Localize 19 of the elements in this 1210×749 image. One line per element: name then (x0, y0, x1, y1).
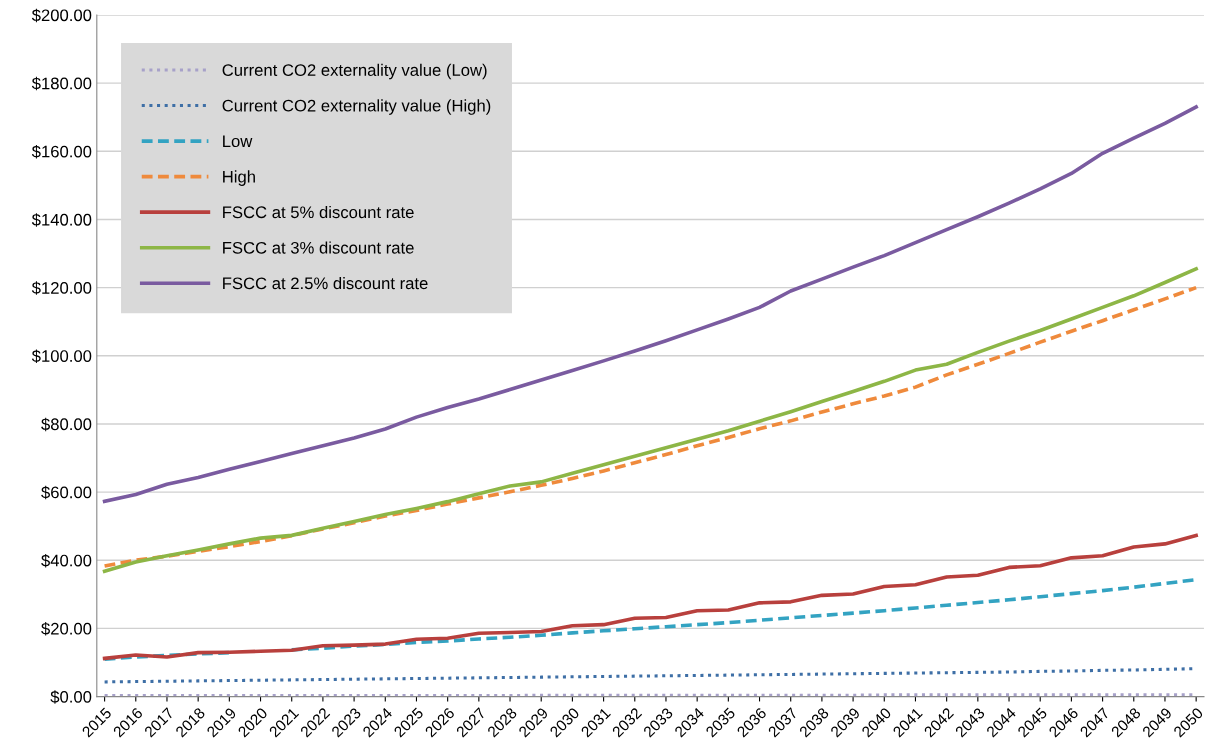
legend-label: FSCC at 2.5% discount rate (223, 276, 428, 290)
y-tick-label: $180.00 (31, 76, 92, 91)
legend-label: FSCC at 5% discount rate (223, 205, 414, 219)
y-tick-label: $200.00 (31, 8, 92, 23)
y-tick-label: $120.00 (31, 281, 92, 295)
legend-label: Current CO2 externality value (High) (222, 99, 491, 115)
legend-label: FSCC at 3% discount rate (223, 241, 414, 254)
legend-label: Low (223, 135, 253, 148)
legend-label: High (223, 170, 255, 186)
y-tick-label: $80.00 (41, 417, 92, 432)
line-series (102, 533, 1198, 661)
y-tick-label: $160.00 (31, 145, 92, 159)
y-tick-label: $40.00 (41, 553, 92, 568)
y-tick-label: $60.00 (41, 485, 92, 500)
y-tick-label: $100.00 (31, 349, 92, 363)
y-tick-label: $140.00 (31, 213, 92, 227)
legend-label: Current CO2 externality value (Low) (222, 63, 487, 80)
y-tick-label: $20.00 (41, 622, 92, 636)
y-tick-label: $0.00 (50, 690, 92, 704)
